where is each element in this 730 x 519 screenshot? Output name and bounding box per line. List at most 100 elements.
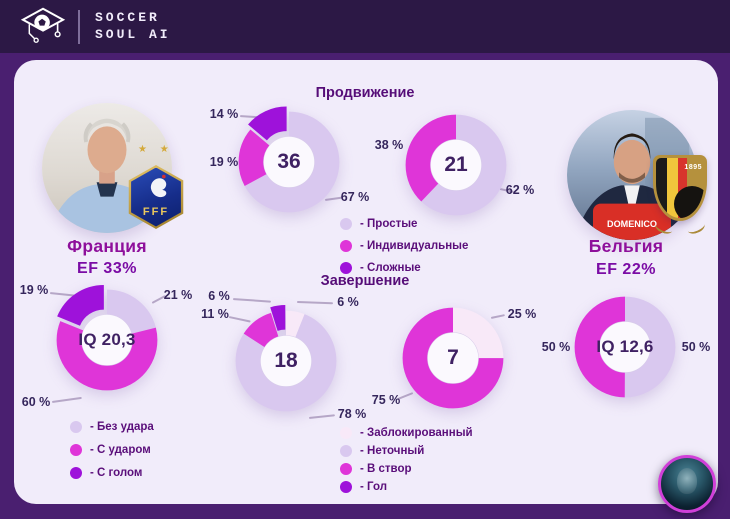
slice-label: 6 %	[337, 295, 359, 309]
section-title-promotion: Продвижение	[315, 85, 415, 101]
slice-label: 78 %	[337, 407, 367, 421]
legend-dot	[340, 480, 352, 493]
jersey-text: DOMENICO	[607, 219, 657, 229]
france-coach-illustration	[48, 118, 166, 233]
legend-dot	[340, 444, 352, 457]
app-header: SOCCER SOUL AI	[0, 0, 730, 53]
slice-label: 25 %	[507, 307, 537, 321]
legend-dot	[340, 261, 352, 274]
finishing-legend: - Заблокированный - Неточный - В створ -…	[340, 426, 473, 493]
legend-dot	[340, 462, 352, 475]
legend-item: - Сложные	[340, 261, 468, 274]
slice-label: 6 %	[208, 289, 230, 303]
belgium-iq-donut-chart: 50 % 50 % IQ 12,6	[541, 288, 730, 418]
legend-item: - С ударом	[70, 443, 154, 456]
badge-stripe-yellow	[667, 158, 678, 218]
france-rooster-icon	[150, 174, 166, 197]
section-title-finishing: Завершение	[320, 273, 410, 289]
finishing-donut-18: 6 % 11 % 6 % 78 % 18	[199, 289, 394, 455]
legend-item: - Простые	[340, 217, 468, 230]
belgium-federation-badge: 1895	[653, 155, 707, 236]
laurel-right	[685, 219, 707, 236]
france-badge-shield: FFF	[131, 167, 181, 227]
legend-item: - Заблокированный	[340, 426, 473, 439]
donut-france-iq	[51, 284, 163, 396]
legend-item: - Неточный	[340, 444, 473, 457]
donut-promotion-france	[233, 106, 345, 218]
badge-ball	[674, 186, 704, 218]
slice-label: 62 %	[505, 183, 535, 197]
ai-face-icon	[677, 468, 697, 494]
legend-dot	[70, 466, 82, 479]
donut-finishing-belgium	[397, 302, 509, 414]
finishing-donut-7: 25 % 75 % 7	[371, 295, 574, 445]
legend-dot	[70, 443, 82, 456]
promotion-legend: - Простые - Индивидуальные - Сложные	[340, 217, 468, 274]
callout-line	[232, 298, 271, 303]
donut-center-label: IQ 12,6	[596, 337, 654, 356]
slice-label: 14 %	[209, 107, 239, 121]
donut-center-label: IQ 20,3	[78, 330, 136, 349]
brand-line-2: SOUL AI	[95, 26, 171, 42]
legend-label: - С голом	[90, 466, 143, 479]
donut-finishing-france	[230, 305, 342, 417]
legend-dot	[70, 420, 82, 433]
belgium-ef-value: EF 22%	[596, 261, 656, 278]
belgium-badge-year: 1895	[684, 164, 702, 171]
slice-label: 19 %	[19, 283, 49, 297]
france-federation-badge: FFF	[128, 165, 184, 229]
france-stars: ★ ★	[138, 144, 174, 155]
belgium-badge-inner: 1895	[656, 158, 704, 218]
slice-label: 50 %	[681, 340, 711, 354]
donut-center-label: 36	[277, 150, 301, 173]
legend-label: - Неточный	[360, 444, 425, 457]
slice-label: 38 %	[374, 138, 404, 152]
legend-dot	[340, 426, 352, 439]
france-badge-text: FFF	[142, 205, 170, 218]
callout-line	[51, 396, 82, 403]
slice-label: 11 %	[201, 307, 229, 321]
slice-label: 67 %	[340, 190, 370, 204]
belgium-badge-shield: 1895	[653, 155, 707, 221]
legend-label: - Сложные	[360, 261, 421, 274]
slice-label: 21 %	[163, 288, 193, 302]
france-legend: - Без удара - С ударом - С голом	[70, 420, 154, 479]
france-ef-value: EF 33%	[77, 260, 137, 277]
grad-cap-soccer-logo-icon	[20, 7, 66, 43]
slice-label: 60 %	[21, 395, 51, 409]
legend-item: - С голом	[70, 466, 154, 479]
legend-label: - Гол	[360, 480, 388, 493]
legend-item: - Индивидуальные	[340, 239, 468, 252]
legend-dot	[340, 217, 352, 230]
donut-belgium-iq	[569, 291, 681, 403]
legend-label: - С ударом	[90, 443, 151, 456]
donut-center-label: 18	[274, 349, 298, 372]
france-coach-photo	[42, 103, 172, 233]
legend-label: - Простые	[360, 217, 418, 230]
dashboard-panel: Продвижение Завершение ★ ★ FFF Франция E…	[14, 60, 718, 504]
france-iq-donut-chart: 19 % 21 % 60 % IQ 20,3	[20, 282, 209, 422]
header-divider	[78, 9, 80, 44]
donut-promotion-belgium	[400, 109, 512, 221]
badge-stripe-black	[656, 158, 667, 218]
slice-label: 50 %	[541, 340, 571, 354]
callout-line	[296, 301, 334, 304]
brand-wordmark: SOCCER SOUL AI	[95, 10, 171, 44]
legend-label: - Заблокированный	[360, 426, 473, 439]
ai-assistant-avatar[interactable]	[658, 455, 716, 513]
legend-label: - Без удара	[90, 420, 154, 433]
legend-item: - Гол	[340, 480, 473, 493]
legend-dot	[340, 239, 352, 252]
legend-label: - Индивидуальные	[360, 239, 469, 252]
donut-center-label: 21	[444, 153, 468, 176]
legend-item: - В створ	[340, 462, 473, 475]
belgium-team-name: Бельгия	[588, 236, 664, 256]
promotion-donut-21: 38 % 62 % 21	[374, 105, 559, 235]
slice-label: 19 %	[209, 155, 239, 169]
legend-label: - В створ	[360, 462, 412, 475]
brand-line-1: SOCCER	[95, 9, 160, 25]
france-team-name: Франция	[67, 236, 147, 256]
promotion-donut-36: 14 % 19 % 67 % 36	[204, 105, 389, 235]
legend-item: - Без удара	[70, 420, 154, 433]
slice-label: 75 %	[371, 393, 401, 407]
